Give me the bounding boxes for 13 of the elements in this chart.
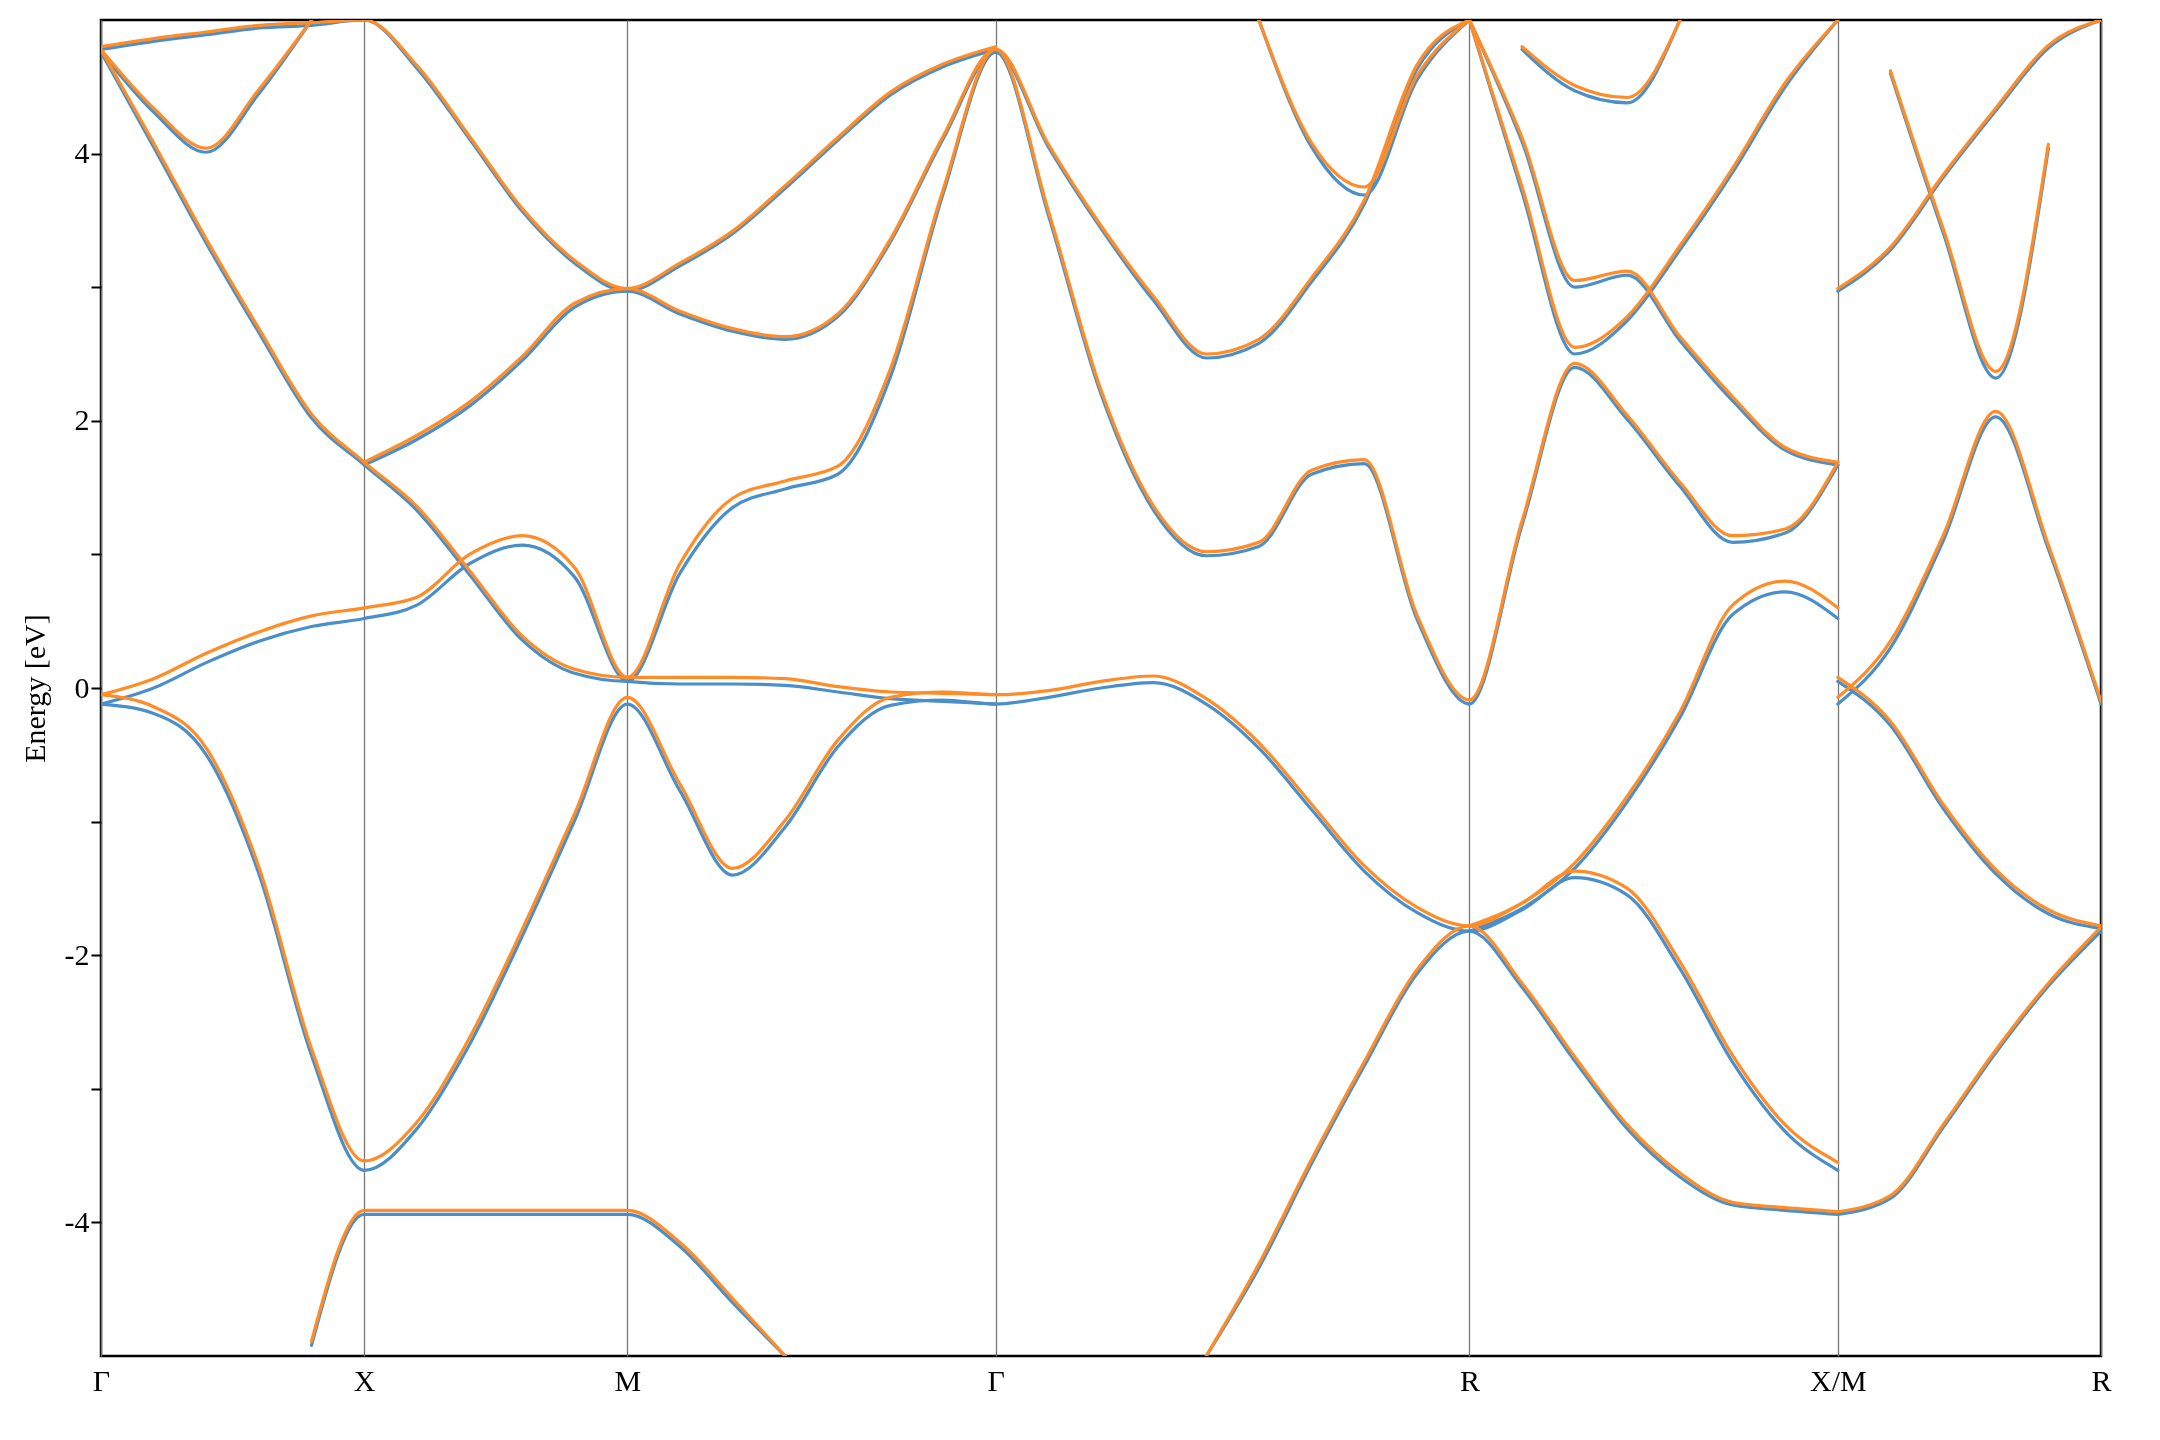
x-tick-label: R <box>2091 1363 2112 1397</box>
y-tick-label: -4 <box>64 1204 90 1238</box>
y-tick-label: 0 <box>74 670 90 704</box>
x-tick-label: R <box>1459 1363 1480 1397</box>
y-axis-title: Energy [eV] <box>17 614 51 763</box>
x-tick-label: Γ <box>92 1363 111 1397</box>
y-tick-label: -2 <box>64 937 90 971</box>
y-tick-label: 2 <box>74 403 90 437</box>
x-tick-label: Γ <box>987 1363 1005 1397</box>
x-tick-label: M <box>614 1363 642 1397</box>
x-tick-label: X <box>353 1363 376 1397</box>
y-tick-label: 4 <box>74 136 90 170</box>
x-tick-label: X/M <box>1810 1363 1867 1397</box>
